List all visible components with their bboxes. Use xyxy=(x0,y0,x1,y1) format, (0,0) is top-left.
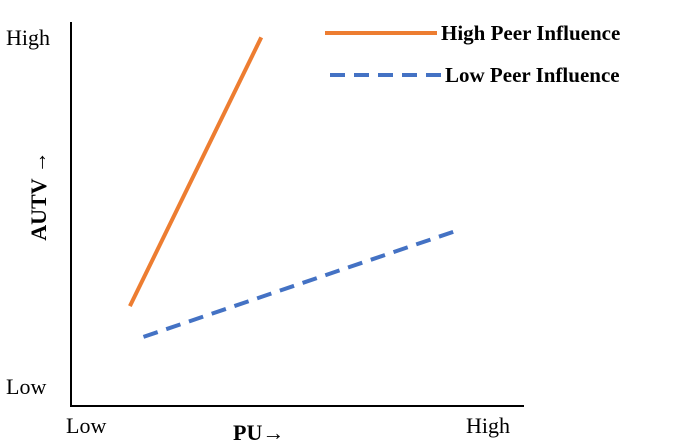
y-axis-title: AUTV → xyxy=(26,151,51,240)
x-tick-label-high: High xyxy=(466,413,510,438)
series-line-high-peer-influence xyxy=(128,36,264,308)
y-tick-label-high: High xyxy=(6,25,50,50)
x-axis-title: PU→ xyxy=(233,420,284,445)
x-tick-label-low: Low xyxy=(66,413,106,438)
series-line-low-peer-influence xyxy=(142,227,462,339)
legend-label-low-peer-influence: Low Peer Influence xyxy=(445,63,620,87)
legend-label-high-peer-influence: High Peer Influence xyxy=(441,21,620,45)
series-layer xyxy=(128,36,462,339)
y-tick-label-low: Low xyxy=(6,374,46,399)
legend: High Peer Influence Low Peer Influence xyxy=(325,21,620,87)
